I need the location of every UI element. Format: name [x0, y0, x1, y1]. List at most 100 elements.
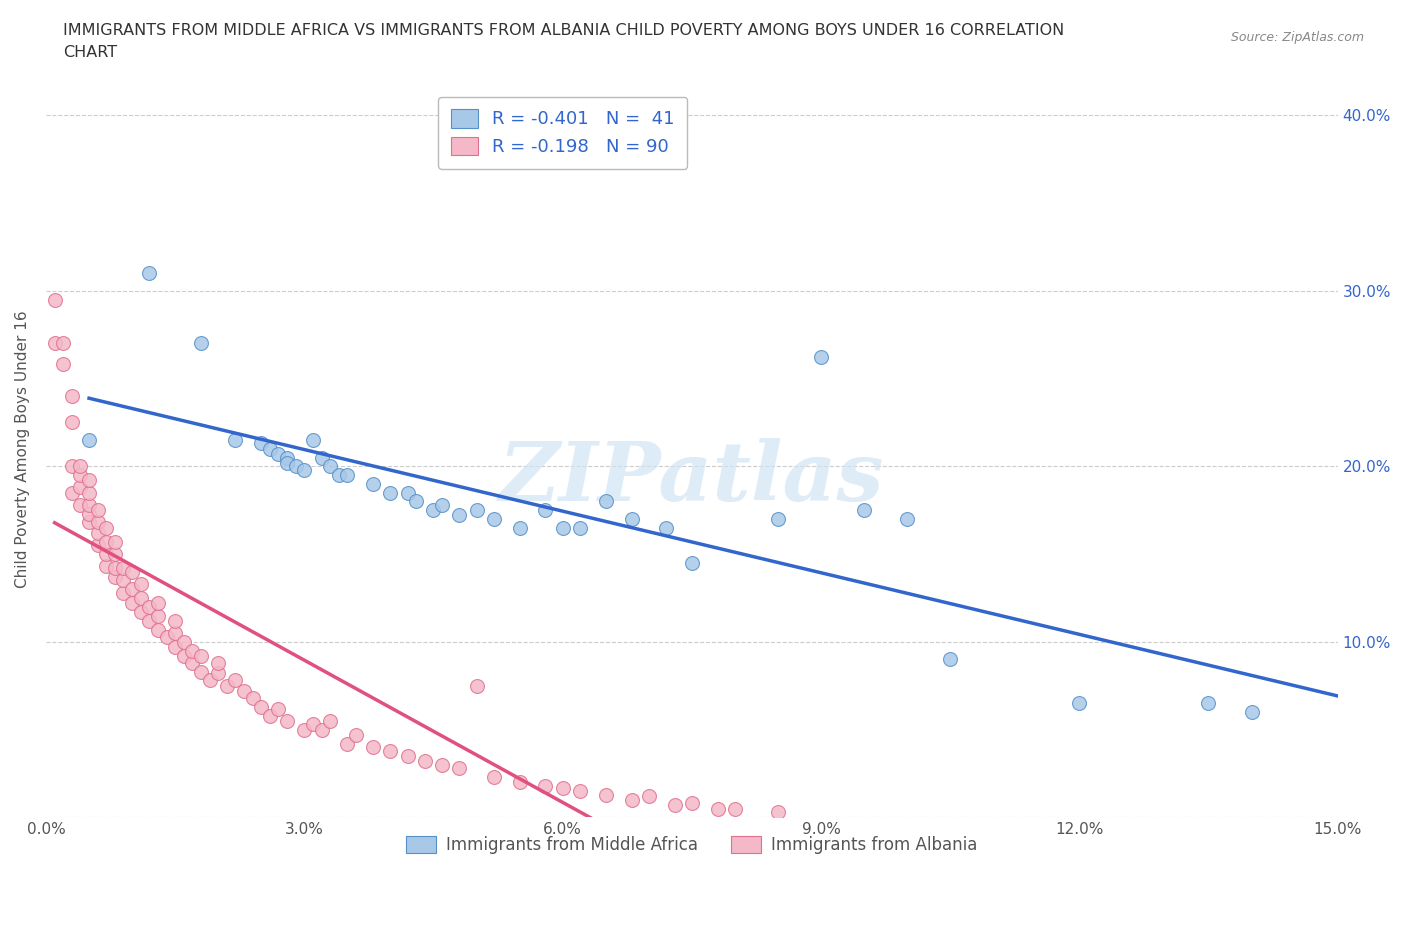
Point	[595, 787, 617, 802]
Point	[405, 494, 427, 509]
Point	[96, 547, 118, 562]
Point	[292, 462, 315, 477]
Point	[60, 485, 83, 500]
Point	[766, 512, 789, 526]
Point	[173, 634, 195, 649]
Point	[233, 684, 256, 698]
Point	[77, 473, 100, 488]
Point	[121, 582, 143, 597]
Point	[259, 442, 281, 457]
Point	[69, 458, 91, 473]
Point	[276, 713, 298, 728]
Point	[96, 535, 118, 550]
Point	[361, 739, 384, 754]
Point	[146, 622, 169, 637]
Point	[146, 608, 169, 623]
Point	[706, 801, 728, 816]
Legend: Immigrants from Middle Africa, Immigrants from Albania: Immigrants from Middle Africa, Immigrant…	[399, 830, 984, 860]
Point	[224, 673, 246, 688]
Point	[52, 357, 75, 372]
Point	[165, 614, 187, 629]
Point	[86, 503, 108, 518]
Point	[465, 678, 488, 693]
Point	[939, 652, 962, 667]
Point	[413, 754, 436, 769]
Point	[422, 503, 444, 518]
Point	[190, 664, 212, 679]
Point	[77, 506, 100, 521]
Point	[1069, 696, 1091, 711]
Point	[853, 503, 876, 518]
Point	[181, 644, 204, 658]
Point	[534, 503, 557, 518]
Point	[430, 757, 453, 772]
Point	[302, 432, 325, 447]
Point	[190, 648, 212, 663]
Point	[69, 480, 91, 495]
Point	[77, 432, 100, 447]
Point	[86, 515, 108, 530]
Text: Source: ZipAtlas.com: Source: ZipAtlas.com	[1230, 31, 1364, 44]
Point	[77, 485, 100, 500]
Point	[465, 503, 488, 518]
Point	[77, 498, 100, 512]
Point	[449, 508, 471, 523]
Y-axis label: Child Poverty Among Boys Under 16: Child Poverty Among Boys Under 16	[15, 310, 30, 588]
Point	[86, 525, 108, 540]
Point	[224, 432, 246, 447]
Point	[198, 673, 221, 688]
Point	[104, 535, 127, 550]
Point	[138, 614, 160, 629]
Point	[60, 458, 83, 473]
Point	[724, 801, 747, 816]
Point	[60, 415, 83, 430]
Point	[267, 446, 290, 461]
Point	[620, 512, 643, 526]
Point	[121, 596, 143, 611]
Point	[380, 485, 402, 500]
Point	[138, 599, 160, 614]
Point	[77, 515, 100, 530]
Point	[396, 485, 419, 500]
Point	[129, 591, 152, 605]
Point	[215, 678, 238, 693]
Point	[361, 476, 384, 491]
Point	[284, 458, 307, 473]
Point	[681, 796, 703, 811]
Point	[681, 555, 703, 570]
Point	[190, 336, 212, 351]
Point	[430, 498, 453, 512]
Point	[380, 743, 402, 758]
Point	[173, 648, 195, 663]
Point	[276, 450, 298, 465]
Point	[482, 512, 505, 526]
Point	[96, 520, 118, 535]
Point	[112, 573, 135, 588]
Point	[129, 577, 152, 591]
Point	[250, 699, 273, 714]
Point	[319, 458, 342, 473]
Point	[129, 604, 152, 619]
Point	[112, 585, 135, 600]
Point	[655, 520, 678, 535]
Point	[336, 468, 359, 483]
Point	[44, 292, 66, 307]
Point	[86, 538, 108, 552]
Point	[551, 780, 574, 795]
Point	[509, 520, 531, 535]
Point	[138, 266, 160, 281]
Point	[534, 778, 557, 793]
Point	[1240, 705, 1263, 720]
Point	[637, 789, 659, 804]
Point	[44, 336, 66, 351]
Point	[319, 713, 342, 728]
Point	[165, 640, 187, 655]
Point	[482, 770, 505, 785]
Point	[146, 596, 169, 611]
Text: CHART: CHART	[63, 45, 117, 60]
Point	[112, 561, 135, 576]
Point	[766, 804, 789, 819]
Text: ZIPatlas: ZIPatlas	[499, 438, 884, 518]
Point	[259, 708, 281, 723]
Point	[181, 656, 204, 671]
